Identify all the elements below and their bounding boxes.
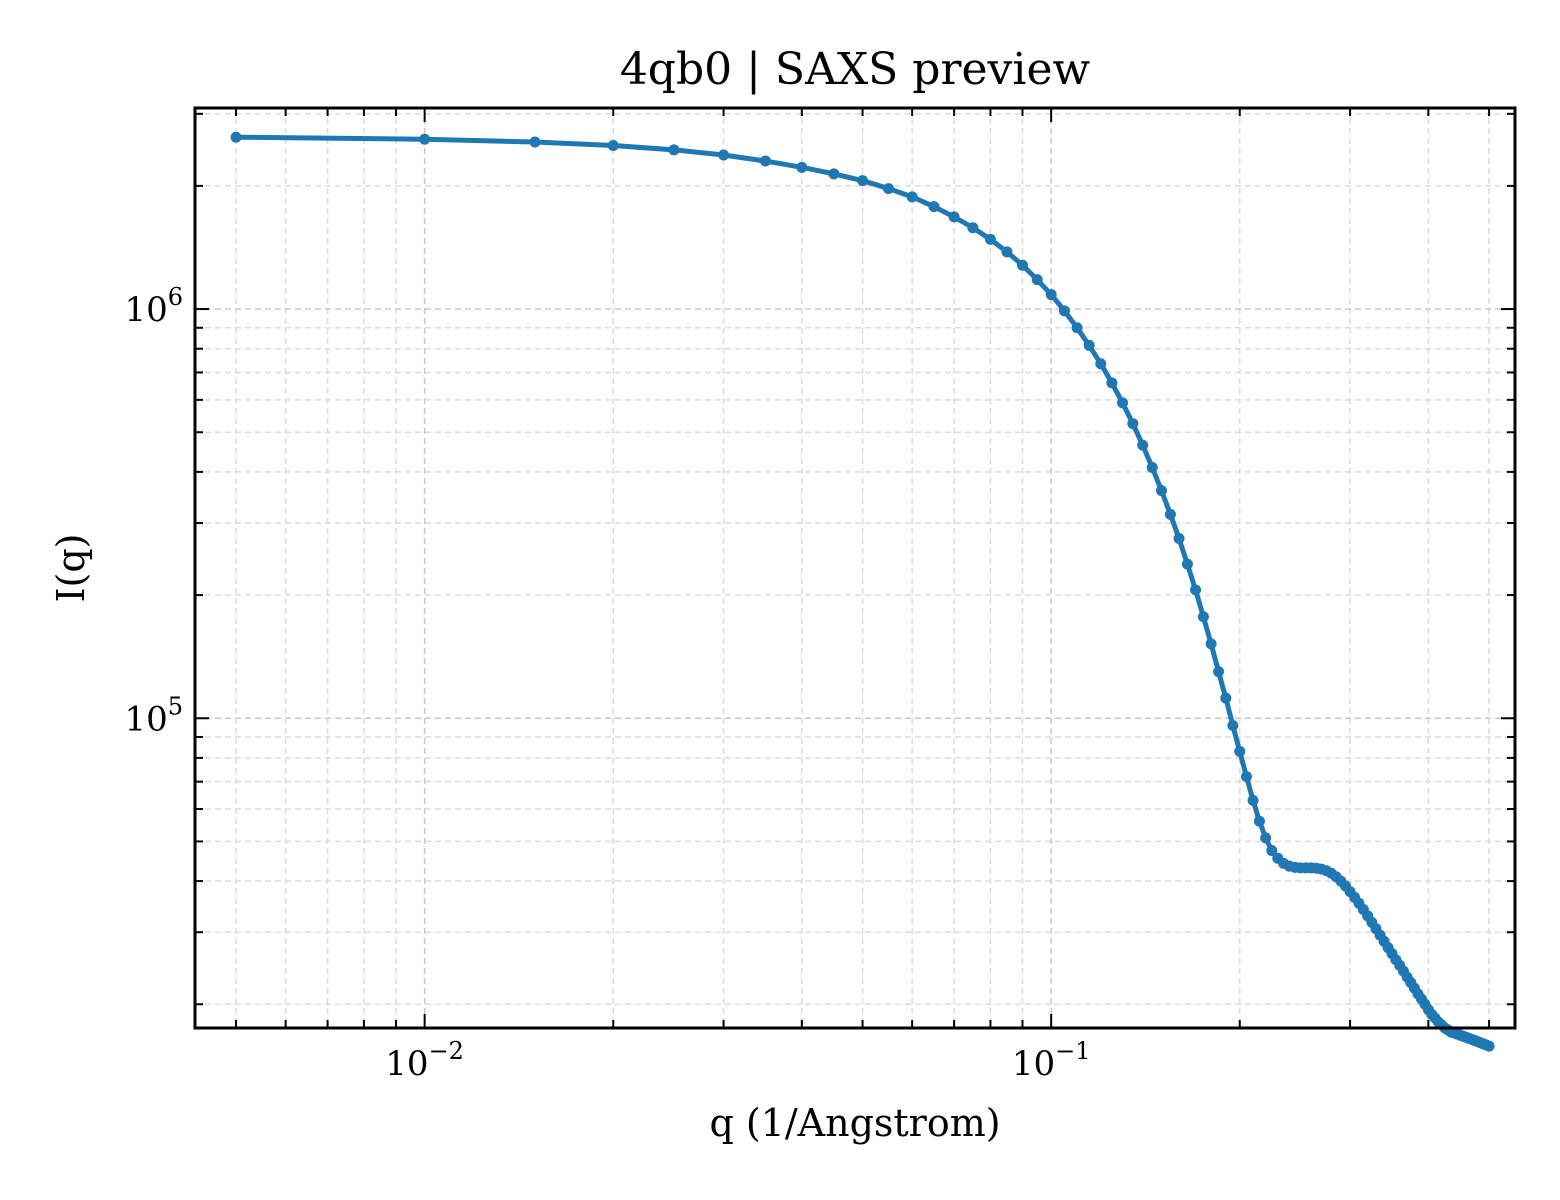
data-point	[1213, 666, 1225, 678]
data-point	[1001, 246, 1013, 258]
data-point	[1127, 418, 1139, 430]
data-point	[857, 175, 869, 187]
y-axis-label: I(q)	[49, 534, 93, 603]
tick-labels: 10−2 10−1 105 106	[124, 283, 1090, 1084]
data-point	[1016, 259, 1028, 271]
data-point	[1058, 305, 1070, 317]
data-point	[1095, 358, 1107, 370]
data-point	[1137, 439, 1149, 451]
data-point	[419, 133, 431, 145]
data-point	[1240, 771, 1252, 783]
data-point	[1253, 815, 1265, 827]
data-point	[1181, 558, 1193, 570]
data-point	[1227, 720, 1239, 732]
data-point	[1483, 1040, 1495, 1052]
grid	[195, 108, 1515, 1028]
data-point	[1234, 745, 1246, 757]
y-tick-label: 105	[124, 692, 183, 739]
data-point	[1164, 508, 1176, 520]
data-point	[1146, 462, 1158, 474]
data-point	[1173, 532, 1185, 544]
data-point	[828, 168, 840, 180]
data-point	[1190, 584, 1202, 596]
chart-title: 4qb0 | SAXS preview	[620, 44, 1091, 95]
x-axis-label: q (1/Angstrom)	[709, 1101, 1000, 1145]
data-point	[1220, 692, 1232, 704]
data-point	[928, 201, 940, 213]
data-point	[1106, 377, 1118, 389]
data-point	[668, 144, 680, 156]
data-point	[718, 149, 730, 161]
data-point	[1045, 289, 1057, 301]
x-tick-label: 10−1	[1012, 1037, 1091, 1084]
data-point	[796, 161, 808, 173]
data-point	[1260, 832, 1272, 844]
data-point	[1197, 611, 1209, 623]
data-point	[984, 233, 996, 245]
data-point	[948, 211, 960, 223]
data-point	[1247, 794, 1259, 806]
data-point	[760, 155, 772, 167]
x-tick-label: 10−2	[385, 1037, 464, 1084]
data-series	[230, 131, 1495, 1052]
data-point	[1031, 274, 1043, 286]
data-point	[230, 131, 242, 143]
data-point	[1071, 322, 1083, 334]
data-point	[1266, 845, 1278, 857]
data-point	[1117, 397, 1129, 409]
plot-frame	[193, 106, 1517, 1030]
y-tick-label: 106	[124, 283, 183, 330]
data-point	[607, 140, 619, 152]
data-point	[1155, 485, 1167, 497]
data-point	[967, 222, 979, 234]
data-point	[529, 136, 541, 148]
data-point	[1205, 638, 1217, 650]
data-point	[906, 191, 918, 203]
data-point	[1083, 339, 1095, 351]
data-point	[882, 183, 894, 195]
